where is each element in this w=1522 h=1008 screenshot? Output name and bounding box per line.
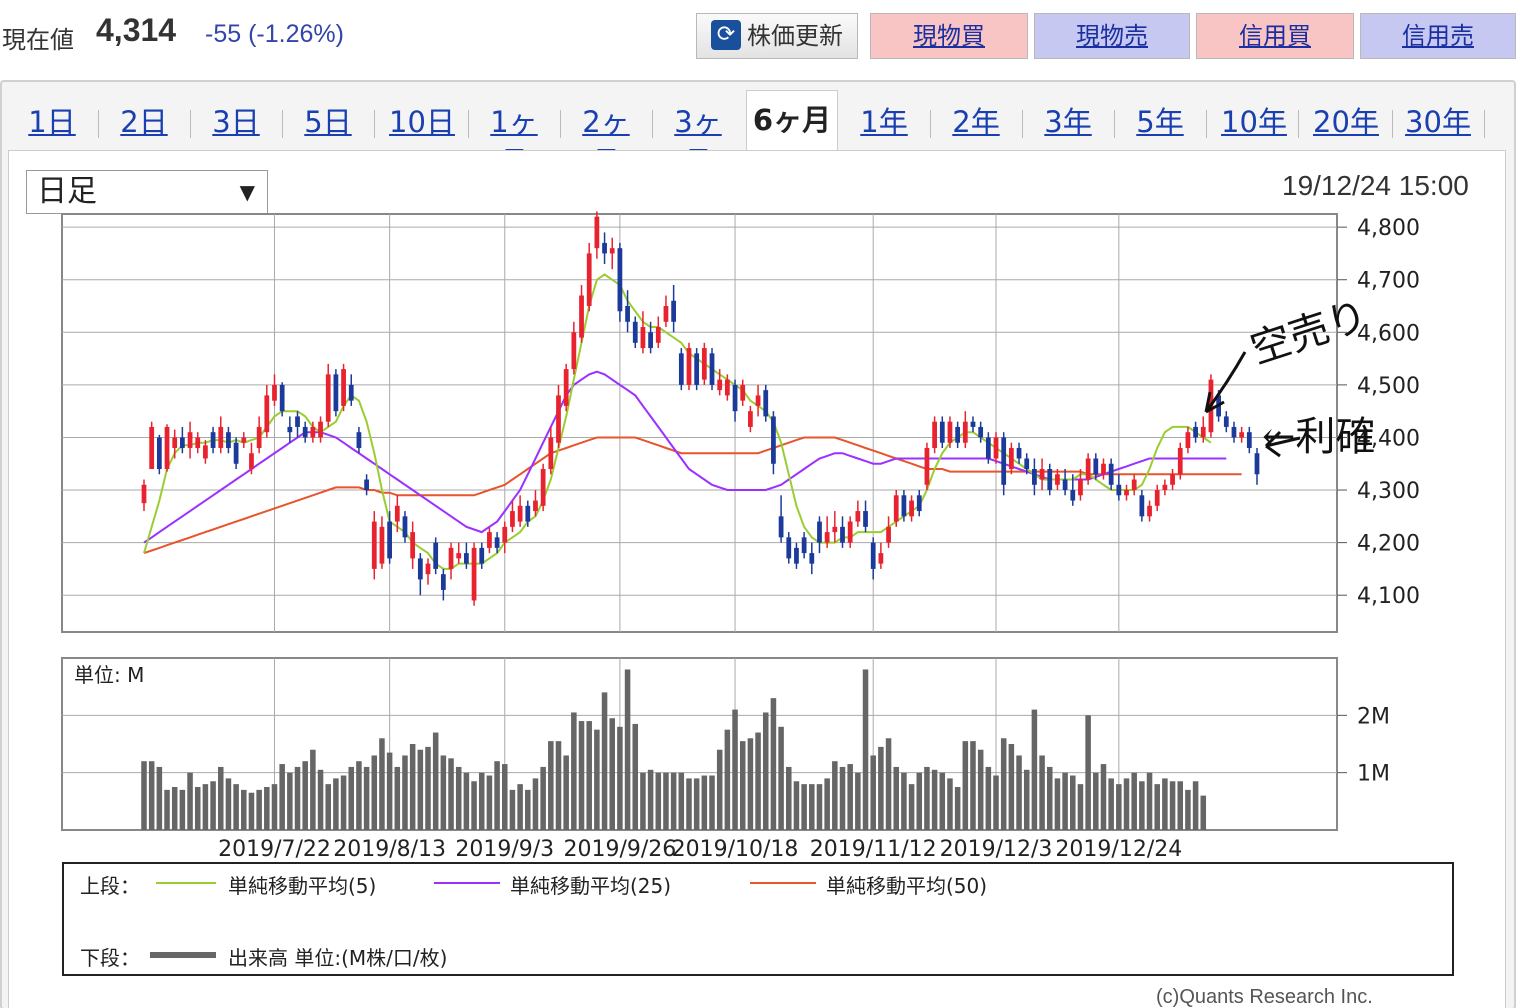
period-select[interactable]: 日足 ▼ [26, 170, 268, 214]
legend-ma5-line [156, 882, 216, 884]
price-change: -55 (-1.26%) [205, 20, 344, 48]
legend-lower-label: 下段： [80, 946, 140, 970]
legend-ma25-line [434, 882, 500, 884]
tab-separator [1298, 110, 1299, 138]
tab-6m[interactable]: 6ヶ月 [746, 90, 838, 152]
chart-datetime: 19/12/24 15:00 [1282, 170, 1469, 201]
tab-2m[interactable]: 2ヶ月 [582, 105, 630, 179]
tab-separator [468, 110, 469, 138]
tab-1y[interactable]: 1年 [860, 105, 908, 139]
legend-ma50-line [750, 882, 816, 884]
margin-sell-button[interactable]: 信用売 [1360, 13, 1516, 59]
legend-ma25-label: 単純移動平均(25) [510, 874, 672, 898]
annotation-take-profit: ←利確 [1262, 414, 1376, 460]
legend-volume-bar [150, 952, 216, 958]
period-tabs: 1日 2日 3日 5日 10日 1ヶ月 2ヶ月 3ヶ月 6ヶ月 1年 2年 3年… [0, 88, 1516, 179]
tab-separator [98, 110, 99, 138]
tab-2d[interactable]: 2日 [120, 105, 168, 139]
tab-3d[interactable]: 3日 [212, 105, 260, 139]
refresh-price-button[interactable]: ⟳ 株価更新 [696, 13, 858, 59]
tab-10y[interactable]: 10年 [1221, 105, 1287, 139]
refresh-price-label: 株価更新 [747, 22, 843, 50]
tab-20y[interactable]: 20年 [1313, 105, 1379, 139]
price-bar: 現在値 4,314 -55 (-1.26%) ⟳ 株価更新 現物買 現物売 信用買… [0, 0, 1522, 74]
tab-separator [1392, 110, 1393, 138]
tab-separator [1022, 110, 1023, 138]
tab-2y[interactable]: 2年 [952, 105, 1000, 139]
legend-upper-label: 上段： [80, 874, 140, 898]
tab-3m[interactable]: 3ヶ月 [674, 105, 722, 179]
margin-buy-button[interactable]: 信用買 [1196, 13, 1354, 59]
copyright: (c)Quants Research Inc. [1156, 986, 1373, 1008]
refresh-icon: ⟳ [711, 20, 741, 50]
spot-buy-button[interactable]: 現物買 [870, 13, 1028, 59]
tab-3y[interactable]: 3年 [1044, 105, 1092, 139]
tab-1d[interactable]: 1日 [28, 105, 76, 139]
tab-5y[interactable]: 5年 [1136, 105, 1184, 139]
legend-volume-label: 出来高 単位:(M株/口/枚) [228, 946, 448, 970]
tab-separator [374, 110, 375, 138]
tab-separator [930, 110, 931, 138]
tab-separator [560, 110, 561, 138]
legend-ma5-label: 単純移動平均(5) [228, 874, 377, 898]
current-price-label: 現在値 [2, 26, 74, 54]
tab-separator [1484, 110, 1485, 138]
tab-1m[interactable]: 1ヶ月 [490, 105, 538, 179]
tab-separator [1206, 110, 1207, 138]
tab-30y[interactable]: 30年 [1405, 105, 1471, 139]
spot-sell-button[interactable]: 現物売 [1034, 13, 1190, 59]
period-select-value: 日足 [37, 174, 97, 209]
tab-10d[interactable]: 10日 [389, 105, 455, 139]
tab-5d[interactable]: 5日 [304, 105, 352, 139]
tab-separator [190, 110, 191, 138]
tab-separator [652, 110, 653, 138]
chart-legend: 上段： 単純移動平均(5) 単純移動平均(25) 単純移動平均(50) 下段： … [62, 862, 1454, 976]
tab-separator [1114, 110, 1115, 138]
current-price-value: 4,314 [96, 12, 177, 48]
tab-separator [282, 110, 283, 138]
dropdown-arrow-icon: ▼ [239, 180, 255, 204]
legend-ma50-label: 単純移動平均(50) [826, 874, 988, 898]
